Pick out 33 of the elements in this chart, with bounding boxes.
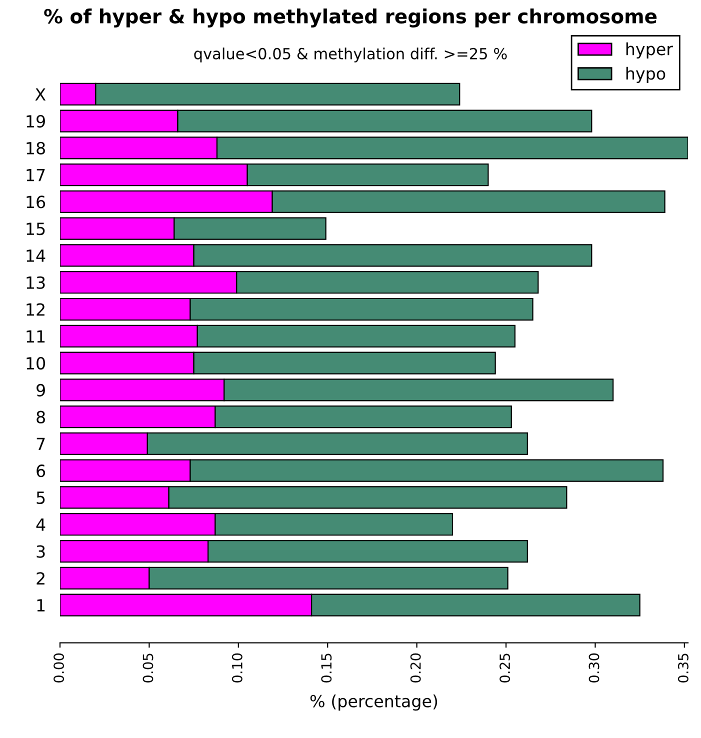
legend-label: hypo xyxy=(626,66,666,84)
y-tick-label: 2 xyxy=(36,572,44,584)
y-tick-label: 12 xyxy=(26,303,44,316)
x-tick-label: 0.35 xyxy=(678,654,688,683)
chart-subtitle: qvalue<0.05 & methylation diff. >=25 % xyxy=(194,48,507,62)
chart-title: % of hyper & hypo methylated regions per chromosome xyxy=(44,8,657,28)
y-tick-label: 9 xyxy=(36,384,45,396)
y-tick-label: 18 xyxy=(26,142,45,154)
y-tick-label: 15 xyxy=(26,222,45,236)
x-tick-label: 0.00 xyxy=(54,653,64,683)
y-tick-label: 13 xyxy=(26,276,45,289)
y-tick-label: 11 xyxy=(26,330,45,342)
y-tick-label: 5 xyxy=(36,492,45,504)
y-tick-label: 10 xyxy=(26,356,46,370)
y-tick-label: 7 xyxy=(36,438,45,450)
x-tick-label: 0.20 xyxy=(410,653,421,683)
x-tick-label: 0.05 xyxy=(142,654,154,683)
y-tick-label: 16 xyxy=(26,196,46,208)
y-tick-label: 1 xyxy=(37,599,45,612)
x-tick-label: 0.25 xyxy=(500,654,510,683)
y-tick-label: 14 xyxy=(26,250,46,262)
x-tick-label: 0.10 xyxy=(232,653,242,683)
legend-label: hyper xyxy=(626,42,673,59)
x-axis-title: % (percentage) xyxy=(310,694,438,711)
y-tick-label: 8 xyxy=(36,410,45,424)
y-tick-label: 4 xyxy=(36,518,46,531)
y-tick-label: 17 xyxy=(26,168,45,182)
y-tick-label: 3 xyxy=(36,545,45,558)
y-tick-label: 6 xyxy=(36,464,46,478)
y-tick-label: X xyxy=(35,88,46,100)
x-tick-label: 0.30 xyxy=(588,653,600,683)
y-tick-label: 19 xyxy=(26,114,45,128)
x-tick-label: 0.15 xyxy=(321,654,332,683)
